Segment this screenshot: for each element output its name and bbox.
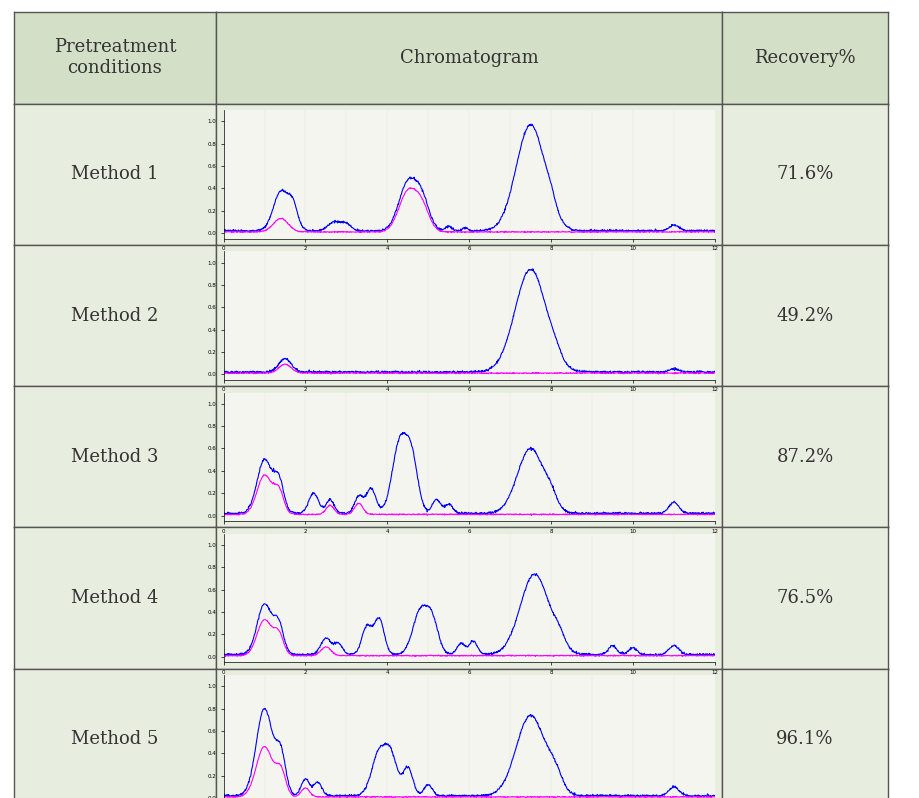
Text: Method 5: Method 5: [72, 730, 158, 749]
Text: Method 1: Method 1: [71, 165, 159, 184]
Text: Method 3: Method 3: [71, 448, 159, 466]
Text: 71.6%: 71.6%: [776, 165, 833, 184]
Text: 87.2%: 87.2%: [776, 448, 833, 466]
Text: 96.1%: 96.1%: [776, 730, 833, 749]
Text: 49.2%: 49.2%: [776, 306, 833, 325]
Text: Method 4: Method 4: [72, 589, 158, 607]
Text: Chromatogram: Chromatogram: [400, 49, 538, 67]
Text: Method 2: Method 2: [72, 306, 158, 325]
Text: Recovery%: Recovery%: [754, 49, 855, 67]
Text: Pretreatment
conditions: Pretreatment conditions: [53, 38, 176, 77]
Text: 76.5%: 76.5%: [776, 589, 833, 607]
